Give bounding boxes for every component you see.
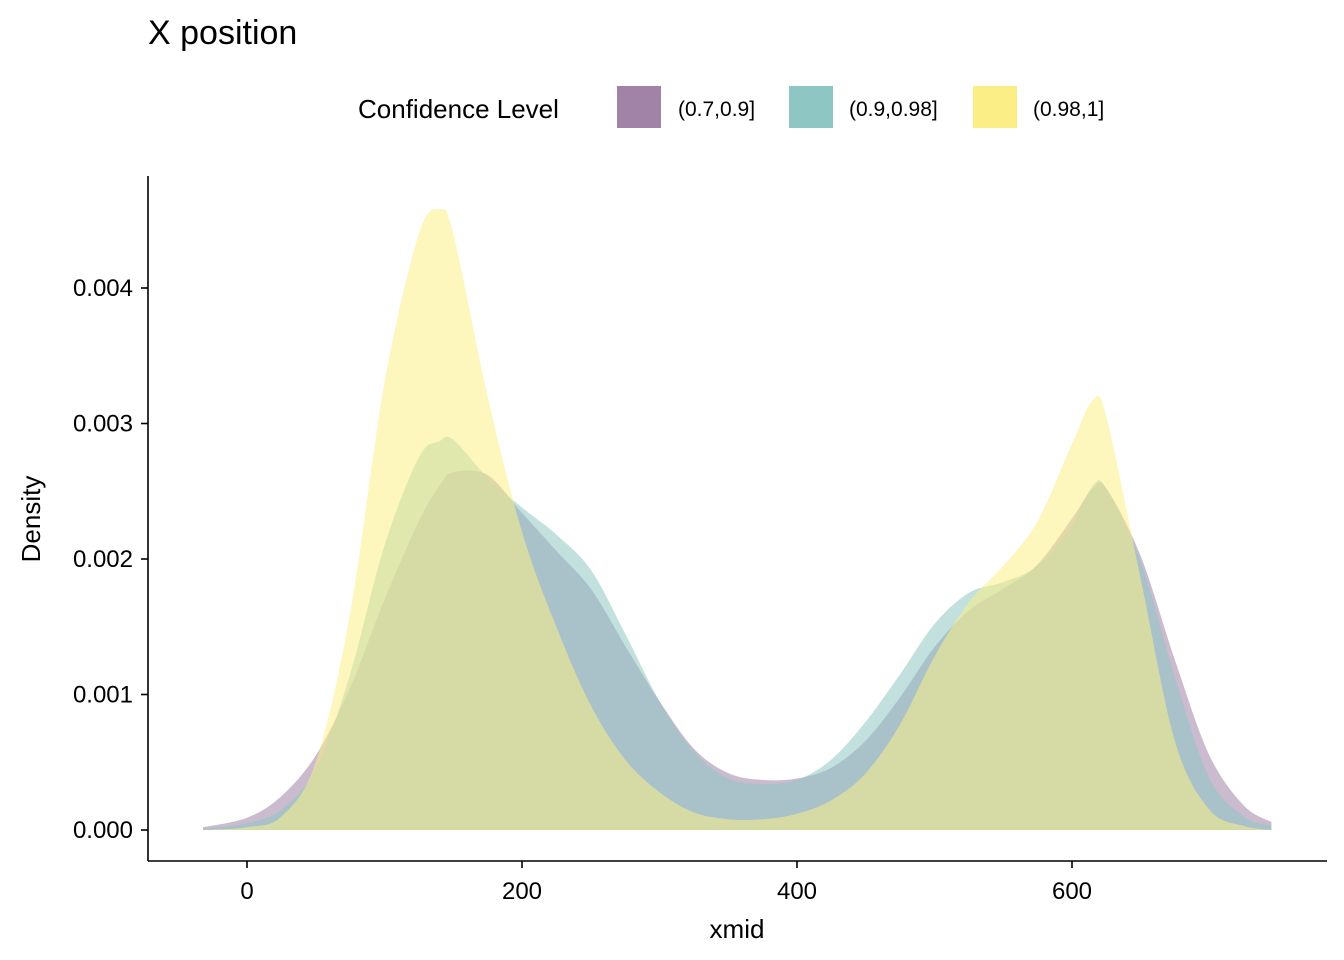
x-ticks: 0 200 400 600 xyxy=(240,861,1092,905)
chart-title: X position xyxy=(148,14,297,52)
legend-swatch-1 xyxy=(789,86,833,128)
x-tick-label: 200 xyxy=(502,878,542,905)
density-areas xyxy=(203,208,1272,831)
y-tick-label: 0.002 xyxy=(73,546,133,573)
y-tick-label: 0.000 xyxy=(73,817,133,844)
density-area-2 xyxy=(203,208,1272,831)
y-tick-label: 0.004 xyxy=(73,275,133,302)
legend-swatch-2 xyxy=(973,86,1017,128)
x-axis-title: xmid xyxy=(710,914,765,944)
legend-label-2: (0.98,1] xyxy=(1033,98,1104,121)
y-axis-title: Density xyxy=(16,476,46,563)
legend-label-0: (0.7,0.9] xyxy=(678,98,755,121)
x-tick-label: 600 xyxy=(1052,878,1092,905)
legend: Confidence Level (0.7,0.9] (0.9,0.98] (0… xyxy=(358,86,1104,128)
legend-swatch-0 xyxy=(617,86,661,128)
y-tick-label: 0.001 xyxy=(73,682,133,709)
y-ticks: 0.000 0.001 0.002 0.003 0.004 xyxy=(73,275,148,844)
x-tick-label: 400 xyxy=(777,878,817,905)
legend-label-1: (0.9,0.98] xyxy=(849,98,938,121)
legend-title: Confidence Level xyxy=(358,94,559,124)
y-tick-label: 0.003 xyxy=(73,411,133,438)
x-tick-label: 0 xyxy=(240,878,253,905)
